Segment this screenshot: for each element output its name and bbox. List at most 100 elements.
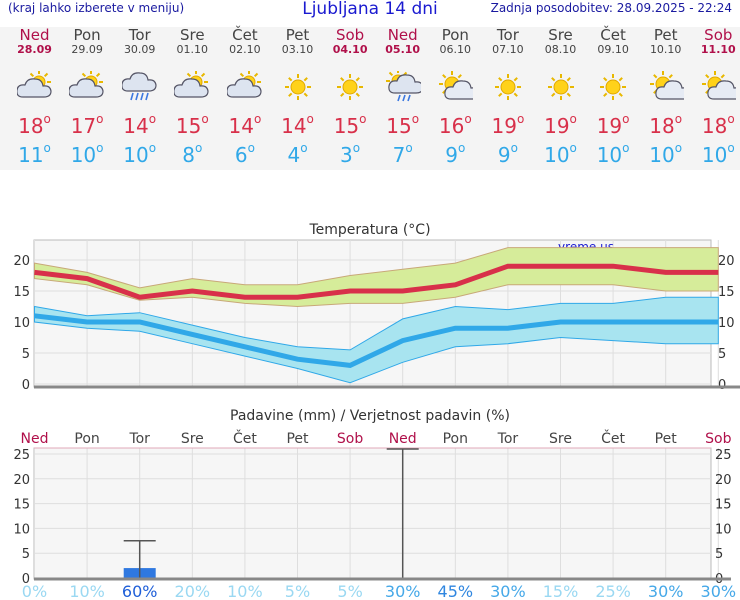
day-date: 04.10: [332, 43, 368, 56]
y-tick-label: 25: [13, 448, 30, 463]
day-name: Sre: [548, 26, 573, 44]
y-tick-label: 5: [22, 547, 30, 562]
sun-icon: [490, 71, 526, 103]
x-tick-label: Čet: [601, 429, 625, 447]
day-name: Sob: [335, 26, 365, 44]
day-name: Tor: [128, 26, 151, 44]
x-tick-label: Pet: [655, 431, 678, 447]
day-column: Ned 28.09 18o 11o: [9, 26, 61, 167]
sun-small-cloud-icon: [437, 71, 480, 103]
y-tick-label: 10: [13, 316, 30, 331]
x-tick-label: Tor: [497, 431, 519, 447]
top-bar: (kraj lahko izberete v meniju) Ljubljana…: [0, 0, 740, 20]
day-column: Pon 29.09 17o 10o: [61, 26, 113, 167]
min-temperature: 6o: [234, 141, 255, 167]
x-tick-label: Pon: [443, 431, 468, 447]
max-temperature: 18o: [649, 112, 683, 138]
day-column: Sob 04.10 15o 3o: [324, 26, 376, 168]
max-temperature: 15o: [175, 112, 209, 138]
y-tick-label: 5: [715, 547, 723, 562]
page-title: Ljubljana 14 dni: [302, 0, 438, 19]
day-column: Pet 03.10 14o 4o: [272, 27, 324, 168]
y-tick-label: 20: [13, 254, 30, 269]
min-temperature: 10o: [70, 141, 104, 167]
min-temperature-line: [34, 313, 719, 368]
x-tick-label: Sre: [549, 431, 572, 447]
day-date: 10.10: [649, 43, 682, 56]
min-temperature: 3o: [340, 141, 361, 167]
sun-cloud-icon: [68, 70, 105, 103]
min-temperature: 10o: [544, 141, 577, 167]
y-tick-label: 15: [718, 285, 735, 300]
day-date: 02.10: [229, 43, 261, 56]
min-temperature: 4o: [287, 141, 308, 167]
y-tick-label: 5: [22, 347, 30, 362]
x-tick-label: Sob: [705, 431, 731, 447]
day-column: Pet 10.10 18o 10o: [640, 26, 692, 167]
min-temperature: 10o: [701, 141, 735, 167]
last-update-text: Zadnja posodobitev: 28.09.2025 - 22:24: [490, 1, 732, 15]
day-date: 05.10: [385, 43, 421, 56]
y-tick-label: 15: [715, 498, 732, 513]
sun-icon: [543, 71, 579, 103]
y-tick-label: 20: [13, 473, 30, 488]
max-temperature: 19o: [596, 112, 630, 138]
precipitation-chart: Padavine (mm) / Verjetnost padavin (%) Ne…: [13, 408, 736, 600]
min-temperature: 10o: [123, 141, 157, 167]
max-temperature: 17o: [70, 112, 104, 138]
x-tick-label: Ned: [21, 431, 49, 447]
day-column: Sob 11.10 18o 10o: [692, 27, 740, 167]
y-tick-label: 10: [718, 316, 735, 331]
plot-area: [33, 447, 712, 580]
max-temperature: 16o: [438, 112, 472, 138]
day-name: Tor: [496, 26, 519, 44]
max-temperature: 15o: [333, 112, 367, 138]
temperature-chart: 0055101015152020Temperatura (°C)vreme.us: [13, 222, 740, 393]
min-temperature: 10o: [649, 141, 683, 167]
day-name: Čet: [232, 26, 258, 44]
y-tick-label: 25: [715, 448, 732, 463]
min-temperature: 11o: [18, 141, 51, 167]
day-date: 29.09: [71, 43, 103, 56]
min-temperature: 8o: [182, 141, 203, 167]
x-tick-label: Sob: [337, 431, 363, 447]
day-column: Čet 09.10 19o 10o: [587, 27, 639, 168]
sun-icon: [595, 71, 631, 103]
precipitation-probability: 5%: [285, 582, 310, 600]
day-column: Tor 07.10 19o 9o: [482, 26, 534, 168]
day-date: 07.10: [492, 43, 524, 56]
day-column: Sre 08.10 19o 10o: [535, 26, 587, 168]
sun-icon: [332, 71, 368, 103]
day-column: Čet 02.10 14o 6o: [219, 26, 271, 167]
day-column: Ned 05.10 15o 7o: [377, 26, 429, 167]
day-name: Ned: [387, 26, 418, 44]
precipitation-probability: 15%: [543, 582, 579, 600]
day-name: Pet: [653, 26, 678, 44]
day-column: Tor 30.09 14o 10o: [114, 26, 166, 167]
day-name: Pon: [73, 26, 101, 44]
min-temperature: 9o: [445, 141, 466, 167]
sun-cloud-icon: [226, 70, 263, 103]
location-menu-hint[interactable]: (kraj lahko izberete v meniju): [8, 1, 185, 15]
precipitation-probability: 30%: [490, 582, 526, 600]
max-temperature: 14o: [281, 112, 314, 138]
max-temperature-line: [34, 263, 719, 300]
min-temperature: 7o: [392, 141, 413, 167]
day-date: 06.10: [439, 43, 472, 56]
max-temperature: 15o: [386, 112, 420, 138]
sun-rain-icon: [385, 69, 424, 103]
day-date: 01.10: [176, 43, 209, 56]
precipitation-probability: 5%: [337, 582, 362, 600]
day-column: Pon 06.10 16o 9o: [429, 27, 481, 167]
precipitation-probability: 25%: [595, 582, 631, 600]
max-temperature: 18o: [18, 112, 51, 138]
y-tick-label: 0: [22, 378, 30, 393]
daily-forecast-strip: Ned 28.09 18o 11o Pon 29.09 17o 10o Tor 30.09 14o 1…: [0, 27, 740, 170]
max-temperature: 14o: [228, 112, 262, 138]
y-tick-label: 20: [718, 254, 735, 269]
y-tick-label: 10: [715, 522, 732, 537]
sun-small-cloud-icon: [648, 71, 691, 103]
max-temperature: 18o: [701, 112, 735, 138]
day-name: Ned: [19, 26, 50, 44]
min-temperature: 10o: [596, 141, 630, 167]
